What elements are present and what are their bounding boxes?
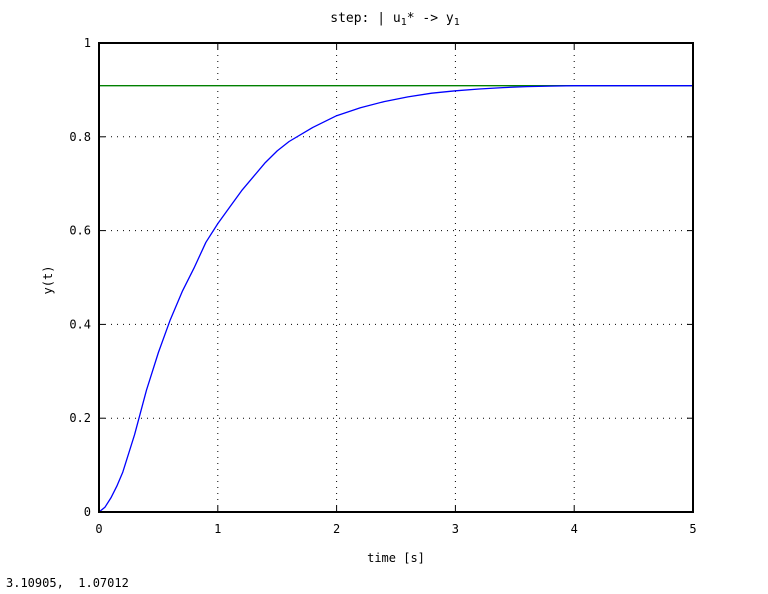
y-tick-label: 0.6 xyxy=(69,224,91,238)
x-tick-label: 1 xyxy=(214,522,221,536)
x-axis-label: time [s] xyxy=(367,551,425,565)
cursor-coordinate-readout: 3.10905, 1.07012 xyxy=(6,576,129,590)
series-line-response xyxy=(98,85,693,513)
y-axis-label: y(t) xyxy=(41,266,55,295)
y-tick-label: 0.2 xyxy=(69,411,91,425)
y-tick-label: 1 xyxy=(84,36,91,50)
series-layer xyxy=(98,85,693,513)
x-tick-label: 4 xyxy=(571,522,578,536)
x-tick-label: 3 xyxy=(452,522,459,536)
axis-ticks: 0 1 2 3 4 5 0 0.2 0.4 0.6 0.8 1 xyxy=(69,36,696,536)
y-tick-label: 0.8 xyxy=(69,130,91,144)
plot-frame xyxy=(98,42,694,513)
chart-title: step: | u1* -> y1 xyxy=(330,11,459,28)
x-tick-label: 2 xyxy=(333,522,340,536)
y-tick-label: 0 xyxy=(84,505,91,519)
x-tick-label: 0 xyxy=(95,522,102,536)
grid-lines xyxy=(99,43,693,512)
y-tick-label: 0.4 xyxy=(69,317,91,331)
x-tick-label: 5 xyxy=(689,522,696,536)
